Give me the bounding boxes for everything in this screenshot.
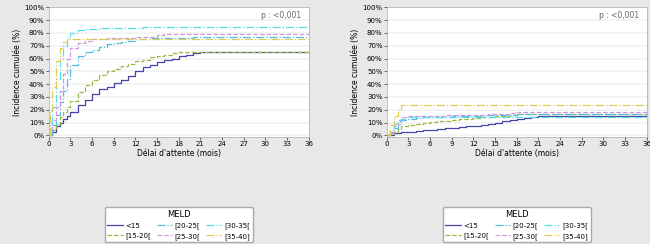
Y-axis label: Incidence cumulée (%): Incidence cumulée (%) (352, 28, 360, 116)
X-axis label: Délai d'attente (mois): Délai d'attente (mois) (136, 149, 221, 158)
Text: p : <0,001: p : <0,001 (261, 11, 301, 20)
Legend: <15, [15-20[, [20-25[, [25-30[, [30-35[, [35-40]: <15, [15-20[, [20-25[, [25-30[, [30-35[,… (443, 207, 591, 242)
Legend: <15, [15-20[, [20-25[, [25-30[, [30-35[, [35-40]: <15, [15-20[, [20-25[, [25-30[, [30-35[,… (105, 207, 253, 242)
Y-axis label: Incidence cumulée (%): Incidence cumulée (%) (14, 28, 22, 116)
Text: p : <0,001: p : <0,001 (599, 11, 639, 20)
X-axis label: Délai d'attente (mois): Délai d'attente (mois) (474, 149, 559, 158)
